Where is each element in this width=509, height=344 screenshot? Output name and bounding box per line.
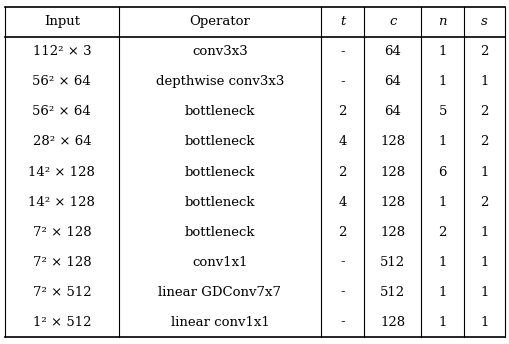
Text: s: s xyxy=(480,15,487,29)
Text: conv3x3: conv3x3 xyxy=(191,45,247,58)
Text: c: c xyxy=(388,15,395,29)
Text: 2: 2 xyxy=(479,195,488,208)
Text: bottleneck: bottleneck xyxy=(184,106,254,118)
Text: 1: 1 xyxy=(438,256,446,269)
Text: 1: 1 xyxy=(438,195,446,208)
Text: 2: 2 xyxy=(338,165,346,179)
Text: -: - xyxy=(340,315,345,329)
Text: 1: 1 xyxy=(438,286,446,299)
Text: 112² × 3: 112² × 3 xyxy=(33,45,91,58)
Text: 1² × 512: 1² × 512 xyxy=(33,315,91,329)
Text: 1: 1 xyxy=(479,315,488,329)
Text: bottleneck: bottleneck xyxy=(184,226,254,238)
Text: conv1x1: conv1x1 xyxy=(192,256,247,269)
Text: 128: 128 xyxy=(380,165,405,179)
Text: 1: 1 xyxy=(479,256,488,269)
Text: bottleneck: bottleneck xyxy=(184,136,254,149)
Text: 128: 128 xyxy=(380,226,405,238)
Text: 128: 128 xyxy=(380,195,405,208)
Text: n: n xyxy=(438,15,446,29)
Text: 5: 5 xyxy=(438,106,446,118)
Text: Operator: Operator xyxy=(189,15,250,29)
Text: 2: 2 xyxy=(338,106,346,118)
Text: -: - xyxy=(340,45,345,58)
Text: 28² × 64: 28² × 64 xyxy=(33,136,91,149)
Text: linear GDConv7x7: linear GDConv7x7 xyxy=(158,286,281,299)
Text: 56² × 64: 56² × 64 xyxy=(33,106,91,118)
Text: 2: 2 xyxy=(479,45,488,58)
Text: 1: 1 xyxy=(438,315,446,329)
Text: 1: 1 xyxy=(438,45,446,58)
Text: 7² × 128: 7² × 128 xyxy=(33,256,91,269)
Text: 512: 512 xyxy=(380,286,405,299)
Text: -: - xyxy=(340,75,345,88)
Text: 64: 64 xyxy=(384,75,401,88)
Text: 1: 1 xyxy=(479,226,488,238)
Text: depthwise conv3x3: depthwise conv3x3 xyxy=(155,75,284,88)
Text: 64: 64 xyxy=(384,45,401,58)
Text: 2: 2 xyxy=(479,106,488,118)
Text: linear conv1x1: linear conv1x1 xyxy=(170,315,269,329)
Text: 1: 1 xyxy=(479,165,488,179)
Text: 6: 6 xyxy=(438,165,446,179)
Text: 512: 512 xyxy=(380,256,405,269)
Text: 7² × 512: 7² × 512 xyxy=(33,286,91,299)
Text: 128: 128 xyxy=(380,315,405,329)
Text: -: - xyxy=(340,286,345,299)
Text: bottleneck: bottleneck xyxy=(184,165,254,179)
Text: 1: 1 xyxy=(479,286,488,299)
Text: 1: 1 xyxy=(438,75,446,88)
Text: 1: 1 xyxy=(438,136,446,149)
Text: 128: 128 xyxy=(380,136,405,149)
Text: t: t xyxy=(340,15,345,29)
Text: 4: 4 xyxy=(338,195,346,208)
Text: 2: 2 xyxy=(438,226,446,238)
Text: 14² × 128: 14² × 128 xyxy=(29,195,95,208)
Text: 2: 2 xyxy=(479,136,488,149)
Text: -: - xyxy=(340,256,345,269)
Text: 1: 1 xyxy=(479,75,488,88)
Text: 56² × 64: 56² × 64 xyxy=(33,75,91,88)
Text: Input: Input xyxy=(44,15,80,29)
Text: 7² × 128: 7² × 128 xyxy=(33,226,91,238)
Text: 4: 4 xyxy=(338,136,346,149)
Text: 2: 2 xyxy=(338,226,346,238)
Text: 64: 64 xyxy=(384,106,401,118)
Text: bottleneck: bottleneck xyxy=(184,195,254,208)
Text: 14² × 128: 14² × 128 xyxy=(29,165,95,179)
